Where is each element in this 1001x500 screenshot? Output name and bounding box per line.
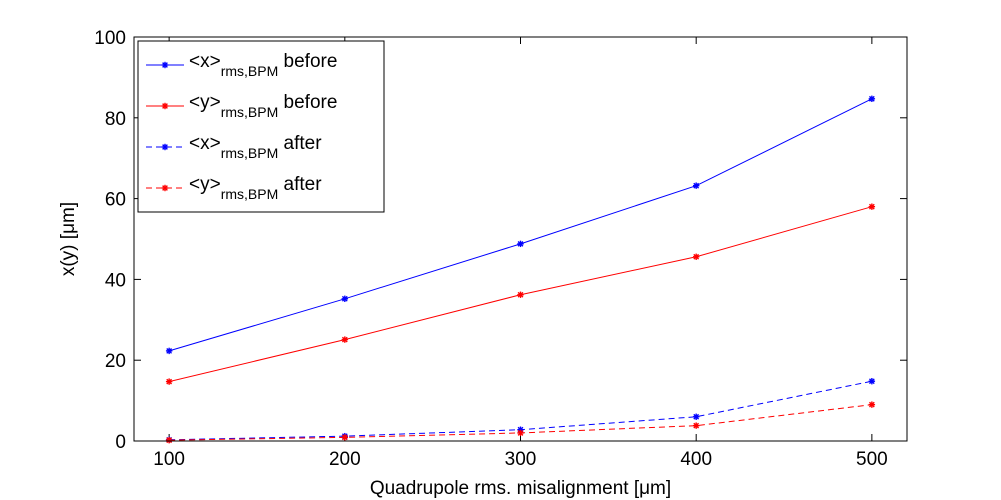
data-point bbox=[341, 295, 349, 302]
legend-entry: <x>rms,BPM after bbox=[146, 133, 322, 161]
x-tick-label: 500 bbox=[856, 449, 888, 470]
legend-marker bbox=[161, 143, 169, 151]
legend-label: <y>rms,BPM after bbox=[189, 174, 322, 202]
data-point bbox=[868, 401, 876, 408]
legend-label: <x>rms,BPM before bbox=[189, 51, 337, 79]
data-point bbox=[868, 203, 876, 210]
x-axis-label: Quadrupole rms. misalignment [μm] bbox=[370, 478, 671, 499]
y-tick-label: 80 bbox=[105, 109, 126, 130]
data-point bbox=[868, 95, 876, 103]
data-point bbox=[165, 347, 173, 355]
data-point bbox=[517, 429, 524, 437]
y-tick-label: 20 bbox=[105, 351, 126, 372]
x-tick-label: 100 bbox=[153, 449, 185, 470]
data-point bbox=[692, 253, 700, 260]
y-axis-ticks: 0 20 40 60 80 100 bbox=[94, 28, 907, 453]
x-tick-label: 300 bbox=[505, 449, 537, 470]
legend-marker bbox=[161, 102, 169, 110]
data-point bbox=[868, 378, 876, 385]
x-tick-label: 200 bbox=[329, 449, 361, 470]
y-tick-label: 60 bbox=[105, 190, 126, 211]
data-point bbox=[517, 240, 524, 248]
data-point bbox=[517, 291, 524, 298]
y-tick-label: 0 bbox=[115, 432, 126, 453]
data-point bbox=[165, 436, 173, 444]
data-point bbox=[692, 413, 700, 420]
legend-entry: <y>rms,BPM after bbox=[146, 174, 322, 202]
y-axis-label: x(y) [μm] bbox=[58, 202, 79, 276]
legend-marker bbox=[161, 61, 169, 69]
y-tick-label: 40 bbox=[105, 270, 126, 291]
legend-label: <x>rms,BPM after bbox=[189, 133, 322, 161]
series-2 bbox=[165, 203, 876, 385]
data-point bbox=[692, 422, 700, 429]
data-point bbox=[341, 434, 349, 441]
data-point bbox=[692, 182, 700, 189]
y-tick-label: 100 bbox=[94, 28, 126, 49]
legend-box bbox=[137, 40, 385, 213]
legend-entry: <x>rms,BPM before bbox=[146, 51, 337, 79]
legend-label: <y>rms,BPM before bbox=[189, 92, 337, 120]
series-4 bbox=[165, 401, 876, 444]
legend-marker bbox=[161, 184, 169, 192]
data-point bbox=[165, 378, 173, 385]
x-tick-label: 400 bbox=[680, 449, 712, 470]
plot-frame bbox=[133, 36, 908, 442]
series-1 bbox=[165, 95, 876, 355]
data-point bbox=[341, 336, 349, 343]
legend-entry: <y>rms,BPM before bbox=[146, 92, 337, 120]
series-layer bbox=[165, 95, 876, 444]
legend: <x>rms,BPM before <y>rms,BPM before <x>rms… bbox=[137, 40, 385, 213]
x-axis-ticks: 100 200 300 400 500 bbox=[153, 37, 888, 470]
